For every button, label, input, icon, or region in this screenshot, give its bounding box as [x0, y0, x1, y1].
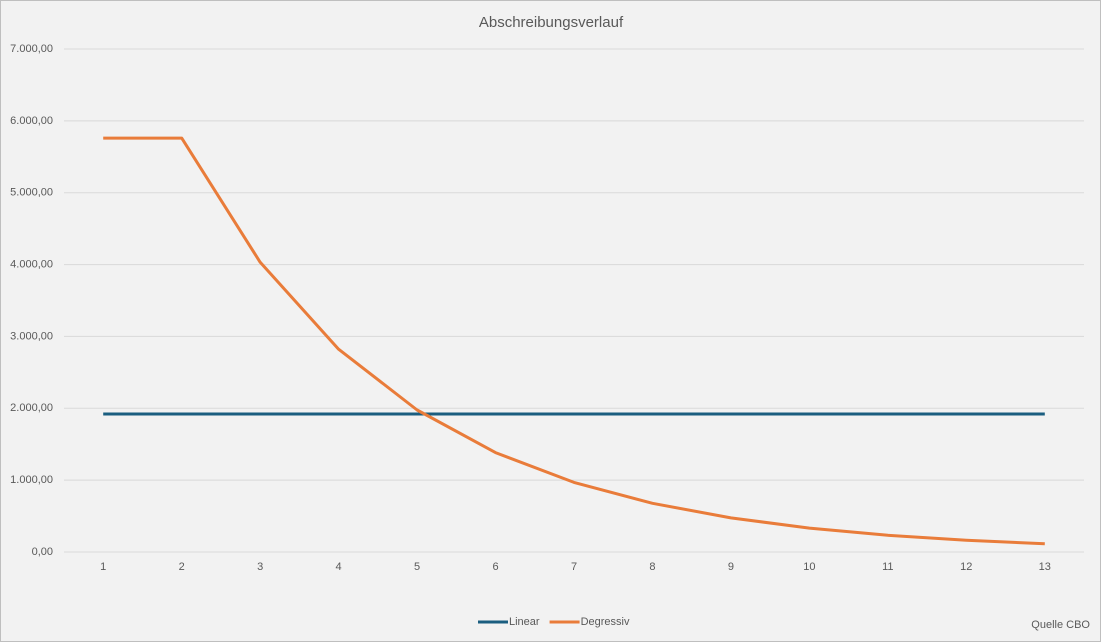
- legend-label: Linear: [509, 616, 540, 628]
- x-tick-label: 9: [728, 561, 734, 573]
- x-tick-label: 12: [960, 561, 972, 573]
- x-tick-label: 6: [492, 561, 498, 573]
- y-tick-label: 2.000,00: [10, 402, 53, 414]
- source-note: Quelle CBO: [1031, 619, 1090, 631]
- y-tick-label: 5.000,00: [10, 187, 53, 199]
- y-tick-label: 0,00: [32, 546, 53, 558]
- y-tick-label: 4.000,00: [10, 258, 53, 270]
- x-tick-label: 3: [257, 561, 263, 573]
- x-tick-label: 8: [649, 561, 655, 573]
- y-tick-label: 1.000,00: [10, 474, 53, 486]
- legend-label: Degressiv: [581, 616, 630, 628]
- y-tick-label: 6.000,00: [10, 115, 53, 127]
- y-tick-label: 3.000,00: [10, 330, 53, 342]
- x-tick-label: 11: [882, 561, 893, 573]
- x-tick-label: 7: [571, 561, 577, 573]
- series-line: [103, 136, 1045, 546]
- x-tick-label: 1: [100, 561, 106, 573]
- chart-title: Abschreibungsverlauf: [479, 14, 624, 31]
- x-tick-label: 2: [179, 561, 185, 573]
- x-tick-label: 10: [803, 561, 815, 573]
- y-tick-label: 7.000,00: [10, 43, 53, 55]
- x-tick-label: 13: [1039, 561, 1051, 573]
- x-tick-label: 5: [414, 561, 420, 573]
- x-tick-label: 4: [336, 561, 342, 573]
